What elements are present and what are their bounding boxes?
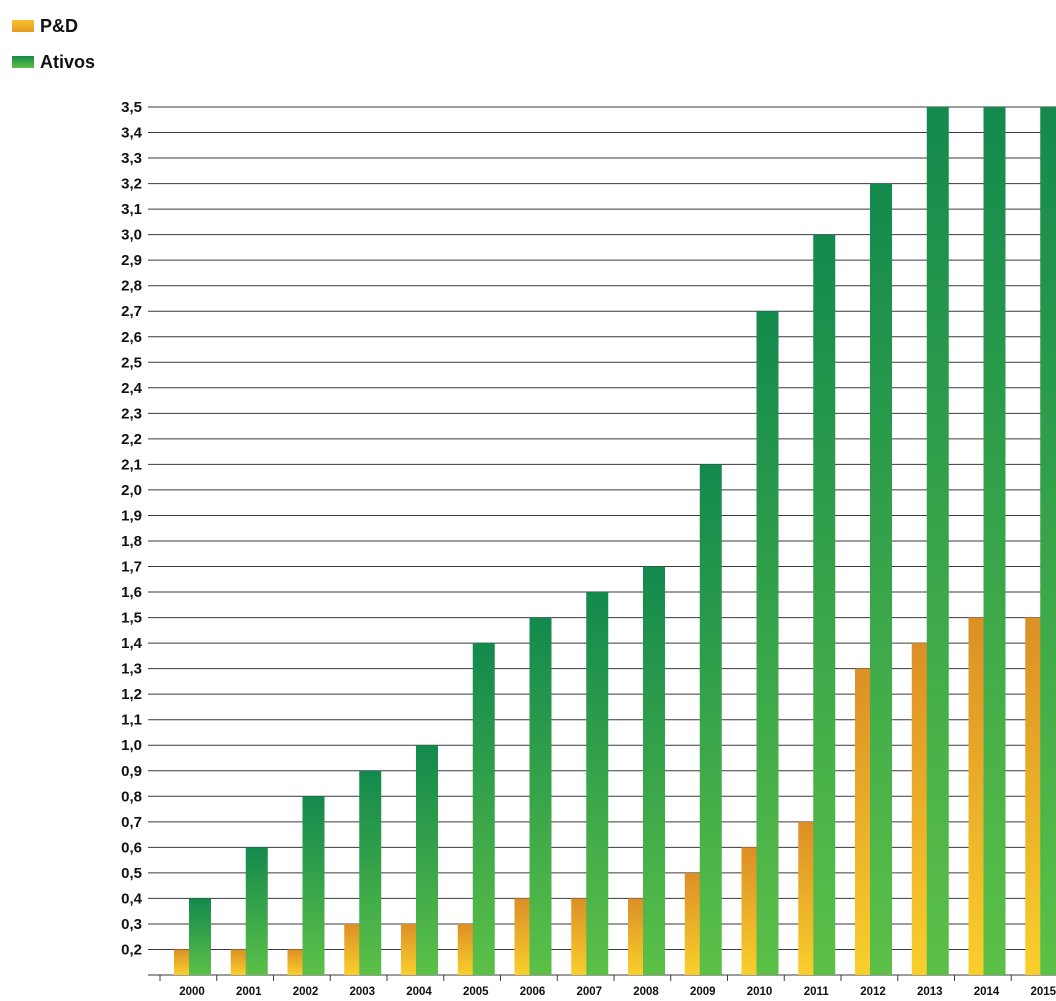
x-tick-label: 2013 [917,986,943,998]
x-tick-label: 2004 [406,986,432,998]
y-tick-label: 3,3 [121,150,142,167]
x-tick-label: 2007 [576,986,602,998]
legend-swatch-ativos [12,56,34,68]
bar-ativos-2011 [813,234,836,975]
y-tick-label: 2,3 [121,405,142,422]
bar-ativos-2014 [983,106,1006,976]
y-tick-label: 3,2 [121,176,142,193]
y-tick-label: 1,3 [121,661,142,678]
y-tick-label: 0,9 [121,763,142,780]
y-tick-label: 0,7 [121,814,142,831]
bar-ativos-2008 [643,566,665,975]
x-tick-label: 2015 [1030,986,1056,998]
x-tick-label: 2000 [179,986,205,998]
y-tick-label: 2,1 [121,456,142,473]
bar-ativos-2002 [302,796,325,975]
y-tick-label: 1,1 [121,712,142,729]
legend-item-pd: P&D [12,12,95,40]
x-tick-label: 2005 [463,986,489,998]
y-tick-label: 0,2 [121,941,142,958]
y-tick-label: 1,2 [121,686,142,703]
y-tick-label: 0,3 [121,916,142,933]
chart-legend: P&D Ativos [12,12,95,84]
bar-ativos-2010 [756,311,779,976]
x-tick-label: 2010 [747,986,773,998]
x-tick-label: 2012 [860,986,886,998]
x-tick-label: 2011 [804,986,830,998]
y-tick-label: 0,4 [121,890,143,907]
x-tick-label: 2014 [974,986,1000,998]
legend-label-ativos: Ativos [40,51,96,72]
y-tick-label: 2,6 [121,329,142,346]
bar-ativos-2004 [416,745,438,975]
y-tick-label: 0,6 [121,839,142,856]
x-axis: 2000 2001 2002 2003 2004 2005 2006 2007 2008 2009… [159,975,1056,998]
y-tick-label: 2,5 [121,354,142,371]
bar-ativos-2015 [1040,106,1056,976]
y-tick-label: 1,9 [121,507,142,524]
y-tick-label: 1,4 [121,635,143,652]
y-tick-label: 1,0 [121,737,142,754]
legend-item-ativos: Ativos [12,48,95,76]
x-tick-label: 2009 [690,986,716,998]
y-tick-label: 1,7 [121,559,142,576]
bar-ativos-2000 [189,898,211,975]
legend-label-pd: P&D [40,15,79,36]
y-tick-label: 2,7 [121,303,142,320]
y-tick-label: 0,8 [121,788,142,805]
y-axis: 0,2 0,3 0,4 0,5 0,6 0,7 0,8 0,9 1,0 1,1 1,2 1,3 1,4 1… [121,99,143,958]
y-tick-label: 2,9 [121,252,142,269]
y-tick-label: 2,4 [121,380,143,397]
legend-swatch-pd [12,20,34,32]
bar-ativos-2001 [245,847,268,975]
bar-ativos-2007 [586,592,609,975]
y-tick-label: 3,0 [121,227,142,244]
x-tick-label: 2001 [236,986,262,998]
x-tick-label: 2006 [520,986,546,998]
x-tick-label: 2008 [633,986,659,998]
x-tick-label: 2002 [293,986,319,998]
y-tick-label: 2,8 [121,278,142,295]
y-tick-label: 1,6 [121,584,142,601]
bar-ativos-2005 [472,643,495,975]
y-tick-label: 2,2 [121,431,142,448]
bars [174,106,1056,976]
bar-ativos-2009 [699,464,722,975]
y-tick-label: 1,5 [121,610,142,627]
bar-ativos-2012 [870,183,892,975]
x-tick-label: 2003 [349,986,375,998]
y-tick-label: 3,5 [121,99,142,116]
y-tick-label: 2,0 [121,482,142,499]
bar-ativos-2003 [359,770,382,975]
y-tick-label: 3,1 [121,201,142,218]
bar-ativos-2013 [926,106,949,976]
bar-ativos-2006 [529,617,552,975]
y-tick-label: 0,5 [121,865,142,882]
y-tick-label: 3,4 [121,125,143,142]
y-tick-label: 1,8 [121,533,142,550]
